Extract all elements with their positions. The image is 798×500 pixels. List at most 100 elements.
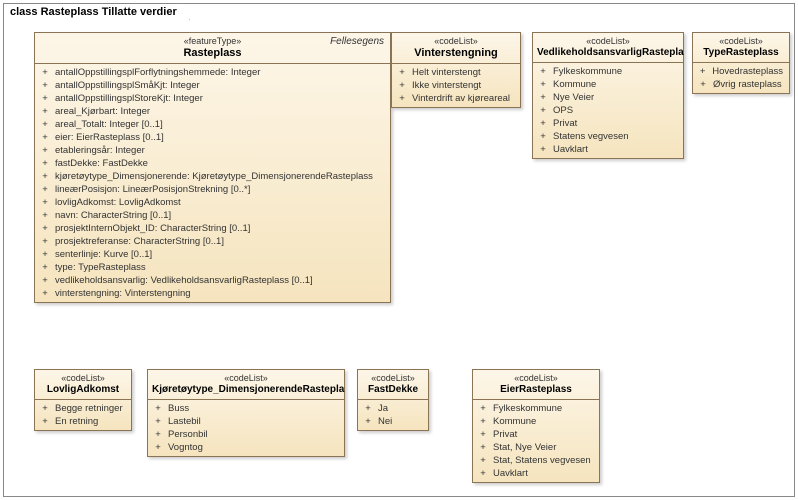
class-body: +Begge retninger+En retning [35, 400, 131, 430]
class-lovlig-adkomst: «codeList» LovligAdkomst +Begge retninge… [34, 369, 132, 431]
visibility-icon: + [539, 144, 547, 155]
attribute-text: senterlinje: Kurve [0..1] [55, 249, 152, 260]
attribute-row: + areal_Kjørbart: Integer [35, 105, 390, 118]
attribute-row: +Statens vegvesen [533, 130, 683, 143]
attribute-row: + Nei [358, 415, 428, 428]
class-body: + Hovedrasteplass+Øvrig rasteplass [693, 63, 789, 93]
attribute-text: Hovedrasteplass [712, 66, 783, 77]
attribute-text: Nei [378, 416, 392, 427]
attribute-text: fastDekke: FastDekke [55, 158, 148, 169]
visibility-icon: + [364, 416, 372, 427]
visibility-icon: + [41, 249, 49, 260]
attribute-row: +Fylkeskommune [473, 402, 599, 415]
attribute-text: eier: EierRasteplass [0..1] [55, 132, 164, 143]
attribute-text: antallOppstillingsplStoreKjt: Integer [55, 93, 203, 104]
attribute-row: +Privat [473, 428, 599, 441]
class-header: «codeList» Vinterstengning [392, 33, 520, 64]
visibility-icon: + [41, 67, 49, 78]
attribute-row: +antallOppstillingsplStoreKjt: Integer [35, 92, 390, 105]
attribute-text: Vogntog [168, 442, 203, 453]
frame-title: class Rasteplass Tillatte verdier [3, 3, 190, 20]
attribute-text: type: TypeRasteplass [55, 262, 146, 273]
class-body: +Helt vinterstengt+Ikke vinterstengt+Vin… [392, 64, 520, 107]
attribute-row: + lineærPosisjon: LineærPosisjonStrekning… [35, 183, 390, 196]
visibility-icon: + [41, 197, 49, 208]
stereotype: «codeList» [396, 36, 516, 47]
attribute-row: +Kommune [473, 415, 599, 428]
attribute-row: +Begge retninger [35, 402, 131, 415]
attribute-text: lovligAdkomst: LovligAdkomst [55, 197, 181, 208]
attribute-row: + eier: EierRasteplass [0..1] [35, 131, 390, 144]
class-header: «codeList» TypeRasteplass [693, 33, 789, 63]
class-header: «codeList» Kjøretøytype_DimensjonerendeR… [148, 370, 344, 400]
attribute-text: Kommune [553, 79, 596, 90]
visibility-icon: + [699, 79, 707, 90]
attribute-text: Fylkeskommune [493, 403, 562, 414]
visibility-icon: + [41, 145, 49, 156]
class-body: +Fylkeskommune+Kommune+Privat+Stat, Nye … [473, 400, 599, 482]
attribute-row: +navn: CharacterString [0..1] [35, 209, 390, 222]
class-eier-rasteplass: «codeList» EierRasteplass +Fylkeskommune… [472, 369, 600, 483]
visibility-icon: + [479, 416, 487, 427]
visibility-icon: + [41, 132, 49, 143]
visibility-icon: + [479, 468, 487, 479]
class-body: +Buss+ Lastebil+Personbil+Vogntog [148, 400, 344, 456]
attribute-text: Stat, Statens vegvesen [493, 455, 591, 466]
visibility-icon: + [41, 236, 49, 247]
attribute-row: +Ja [358, 402, 428, 415]
classname: TypeRasteplass [697, 47, 785, 59]
visibility-icon: + [539, 105, 547, 116]
stereotype: «codeList» [697, 36, 785, 47]
attribute-row: + Kommune [533, 78, 683, 91]
attribute-text: Uavklart [493, 468, 528, 479]
attribute-row: + Privat [533, 117, 683, 130]
visibility-icon: + [154, 416, 162, 427]
stereotype: «codeList» [537, 36, 679, 47]
attribute-row: + Lastebil [148, 415, 344, 428]
attribute-text: Lastebil [168, 416, 201, 427]
attribute-row: +Øvrig rasteplass [693, 78, 789, 91]
class-kjoretoytype: «codeList» Kjøretøytype_DimensjonerendeR… [147, 369, 345, 457]
visibility-icon: + [41, 210, 49, 221]
visibility-icon: + [539, 118, 547, 129]
attribute-text: areal_Kjørbart: Integer [55, 106, 150, 117]
visibility-icon: + [41, 223, 49, 234]
visibility-icon: + [398, 67, 406, 78]
attribute-row: +prosjektInternObjekt_ID: CharacterStrin… [35, 222, 390, 235]
class-type-rasteplass: «codeList» TypeRasteplass + Hovedrastepla… [692, 32, 790, 94]
attribute-text: kjøretøytype_Dimensjonerende: Kjøretøyty… [55, 171, 373, 182]
corner-label: Fellesegens [330, 36, 384, 47]
class-vinterstengning: «codeList» Vinterstengning +Helt vinters… [391, 32, 521, 108]
visibility-icon: + [41, 119, 49, 130]
attribute-row: + Uavklart [473, 467, 599, 480]
attribute-row: +Vinterdrift av kjøreareal [392, 92, 520, 105]
attribute-text: OPS [553, 105, 573, 116]
attribute-text: Privat [553, 118, 577, 129]
visibility-icon: + [41, 416, 49, 427]
visibility-icon: + [539, 66, 547, 77]
attribute-text: Ikke vinterstengt [412, 80, 481, 91]
attribute-row: +fastDekke: FastDekke [35, 157, 390, 170]
attribute-text: Buss [168, 403, 189, 414]
attribute-row: +Personbil [148, 428, 344, 441]
visibility-icon: + [364, 403, 372, 414]
attribute-row: +Buss [148, 402, 344, 415]
attribute-row: +Vogntog [148, 441, 344, 454]
classname: FastDekke [362, 384, 424, 396]
visibility-icon: + [699, 66, 706, 77]
visibility-icon: + [479, 442, 487, 453]
attribute-text: Personbil [168, 429, 208, 440]
visibility-icon: + [539, 131, 547, 142]
visibility-icon: + [41, 184, 49, 195]
visibility-icon: + [41, 106, 49, 117]
attribute-row: +antallOppstillingsplSmåKjt: Integer [35, 79, 390, 92]
visibility-icon: + [539, 79, 547, 90]
class-header: «codeList» FastDekke [358, 370, 428, 400]
attribute-text: Vinterdrift av kjøreareal [412, 93, 510, 104]
diagram-frame: class Rasteplass Tillatte verdier Felles… [3, 3, 795, 497]
attribute-text: lineærPosisjon: LineærPosisjonStrekning … [55, 184, 250, 195]
attribute-text: Nye Veier [553, 92, 594, 103]
visibility-icon: + [41, 262, 49, 273]
classname: Vinterstengning [396, 47, 516, 60]
stereotype: «codeList» [39, 373, 127, 384]
